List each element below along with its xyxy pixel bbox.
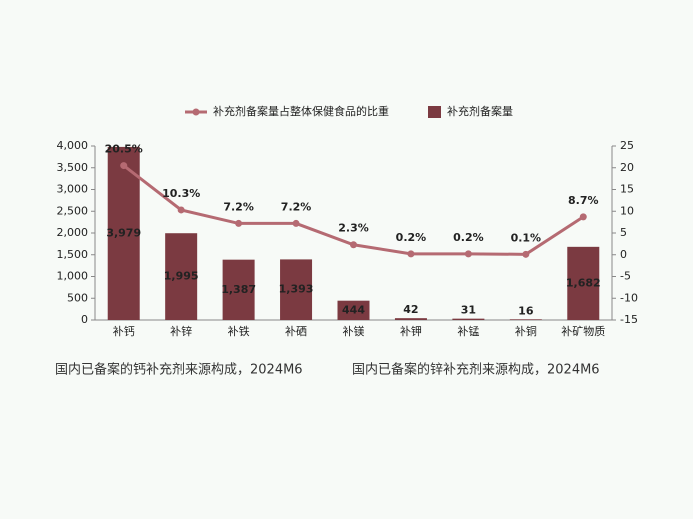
bar: [165, 233, 198, 320]
data-label: 2.3%: [338, 222, 369, 235]
y2-tick-label: 25: [620, 139, 634, 152]
x-tick-label: 补锰: [457, 324, 479, 338]
data-label: 16: [518, 304, 534, 317]
y-tick-label: 2,500: [57, 204, 89, 217]
y2-tick-label: -10: [620, 291, 638, 304]
line-marker: [292, 219, 300, 227]
x-tick-label: 补镁: [343, 324, 365, 338]
x-tick-label: 补铜: [515, 324, 537, 338]
data-label: 7.2%: [281, 200, 312, 213]
y2-tick-label: 10: [620, 204, 634, 217]
data-label: 0.1%: [511, 231, 542, 244]
data-label: 42: [403, 303, 418, 316]
data-label: 3,979: [106, 226, 141, 239]
bar: [452, 318, 485, 320]
line-marker: [350, 241, 357, 249]
caption: 国内已备案的锌补充剂来源构成，2024M6: [352, 362, 600, 378]
data-label: 20.5%: [105, 143, 143, 156]
x-tick-label: 补铁: [228, 325, 250, 338]
data-label: 10.3%: [162, 187, 200, 200]
y-tick-label: 4,000: [57, 139, 89, 152]
x-tick-label: 补钾: [400, 324, 422, 338]
legend-marker: [192, 108, 200, 116]
bar: [337, 300, 370, 320]
x-tick-label: 补硒: [285, 325, 307, 338]
line-marker: [235, 219, 243, 227]
y2-tick-label: 0: [620, 248, 627, 261]
line-marker: [464, 250, 472, 258]
x-tick-label: 补钙: [113, 324, 135, 338]
legend-label: 补充剂备案量占整体保健食品的比重: [213, 104, 389, 118]
y2-tick-label: 15: [620, 183, 634, 196]
y-tick-label: 2,000: [57, 226, 89, 239]
y2-tick-label: -5: [620, 270, 631, 283]
line-marker: [120, 162, 128, 170]
data-label: 0.2%: [396, 231, 427, 244]
line-marker: [177, 206, 185, 214]
data-label: 1,995: [164, 270, 199, 283]
data-label: 1,387: [221, 283, 256, 296]
bar: [280, 259, 313, 320]
bar: [394, 318, 427, 320]
x-tick-label: 补锌: [170, 324, 192, 338]
data-label: 1,682: [566, 276, 601, 289]
y-tick-label: 3,500: [57, 161, 89, 174]
legend-label: 补充剂备案量: [447, 104, 513, 118]
y-tick-label: 1,000: [57, 270, 89, 283]
caption: 国内已备案的钙补充剂来源构成，2024M6: [55, 362, 303, 378]
bar: [222, 259, 255, 320]
y2-tick-label: 20: [620, 161, 634, 174]
line-marker: [522, 250, 530, 258]
y-tick-label: 1,500: [57, 248, 89, 261]
data-label: 8.7%: [568, 194, 599, 207]
y-tick-label: 3,000: [57, 183, 89, 196]
data-label: 7.2%: [223, 200, 254, 213]
data-label: 31: [461, 304, 476, 317]
data-label: 444: [342, 303, 365, 316]
bar: [567, 246, 600, 320]
y2-tick-label: -15: [620, 313, 638, 326]
data-label: 1,393: [279, 283, 314, 296]
y-tick-label: 500: [67, 291, 88, 304]
x-tick-label: 补矿物质: [561, 324, 605, 338]
legend-swatch: [428, 106, 441, 118]
line-marker: [579, 213, 587, 221]
y2-tick-label: 5: [620, 226, 627, 239]
line-marker: [407, 250, 415, 258]
data-label: 0.2%: [453, 231, 484, 244]
bar: [509, 319, 542, 320]
y-tick-label: 0: [81, 313, 88, 326]
bar: [107, 146, 140, 320]
